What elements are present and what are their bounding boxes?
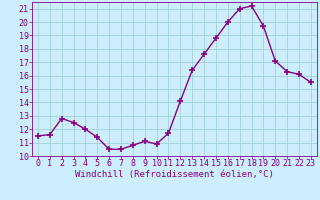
X-axis label: Windchill (Refroidissement éolien,°C): Windchill (Refroidissement éolien,°C) [75, 170, 274, 179]
